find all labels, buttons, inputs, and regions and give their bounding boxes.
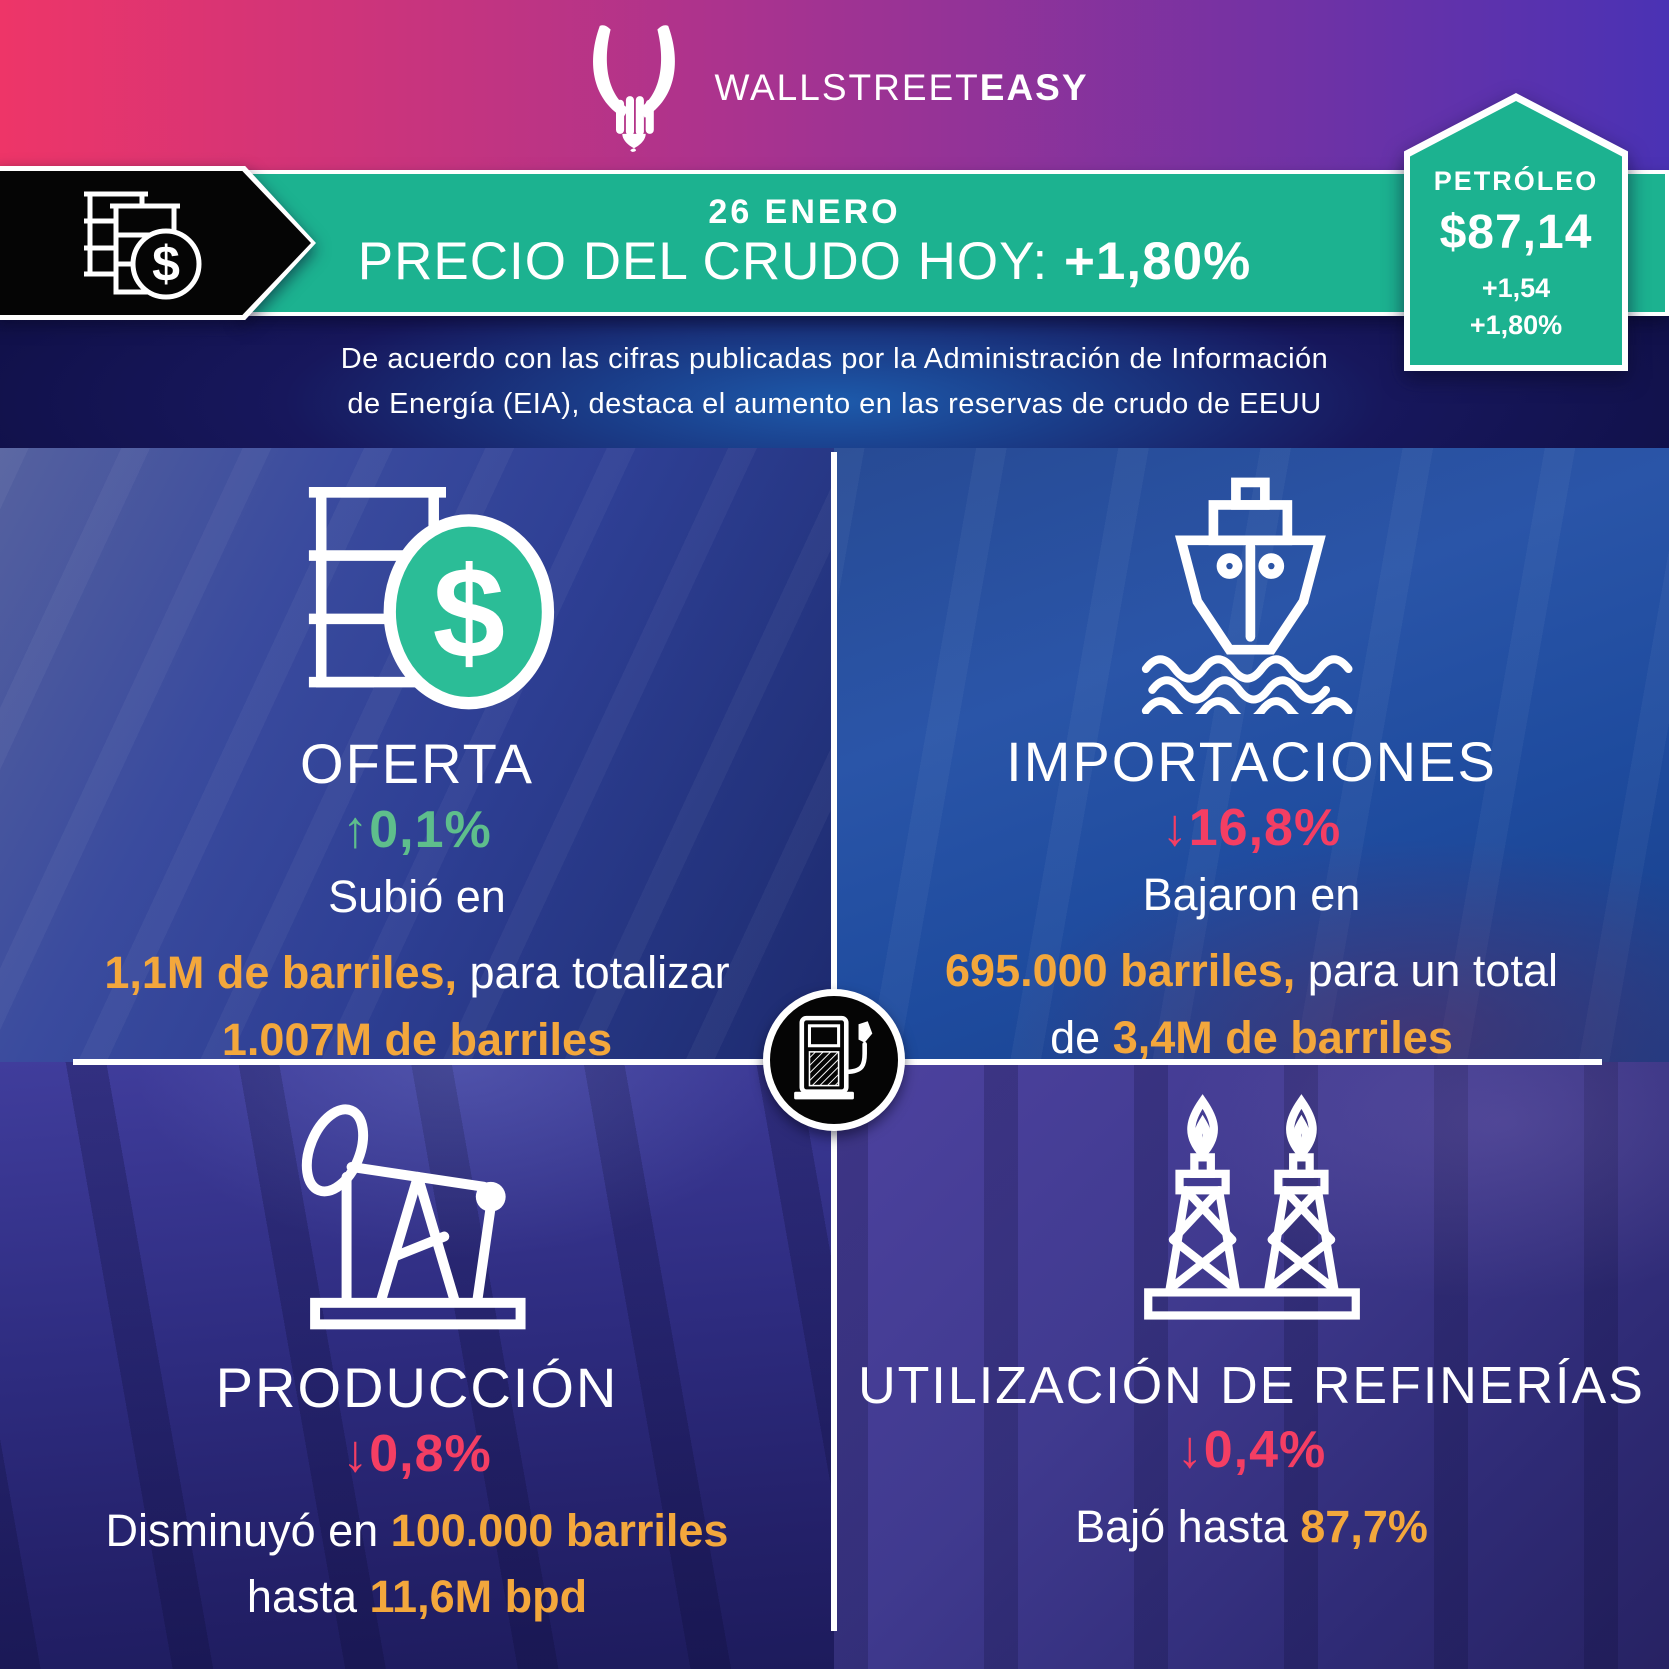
petroleo-ticker: PETRÓLEO $87,14 +1,54 +1,80% — [1404, 93, 1628, 371]
produccion-line2-pre: hasta — [246, 1571, 370, 1623]
stats-grid: $ OFERTA ↑0,1% Subió en 1,1M de barriles… — [0, 448, 1669, 1669]
importaciones-title: IMPORTACIONES — [1006, 730, 1497, 793]
refinerias-title: UTILIZACIÓN DE REFINERÍAS — [858, 1357, 1645, 1415]
intro-line1: De acuerdo con las cifras publicadas por… — [340, 343, 1329, 376]
brand-name-light: WALLSTREET — [714, 67, 980, 108]
banner-headline-pct: +1,80% — [1063, 232, 1252, 292]
down-arrow-icon: ↓ — [342, 1424, 370, 1483]
brand-name-bold: EASY — [979, 67, 1089, 108]
importaciones-line2-rest: para un total — [1295, 945, 1558, 997]
oil-barrels-dollar-icon: $ — [60, 182, 210, 305]
importaciones-change: ↓16,8% — [1162, 798, 1341, 858]
oferta-pct-value: 0,1% — [369, 800, 492, 859]
produccion-change: ↓0,8% — [342, 1424, 492, 1484]
refinerias-change: ↓0,4% — [1177, 1420, 1327, 1480]
importaciones-line3-bold: 3,4M de barriles — [1112, 1011, 1453, 1062]
refinerias-pct-value: 0,4% — [1203, 1420, 1327, 1479]
oferta-change: ↑0,1% — [342, 800, 492, 860]
brand-name: WALLSTREETEASY — [714, 67, 1088, 109]
oferta-line2: 1,1M de barriles, para totalizar — [104, 944, 729, 1003]
header: WALLSTREETEASY — [0, 0, 1669, 170]
refinerias-line1: Bajó hasta 87,7% — [1075, 1498, 1428, 1557]
oferta-title: OFERTA — [300, 732, 534, 795]
produccion-line2: hasta 11,6M bpd — [247, 1568, 587, 1627]
intro-section: De acuerdo con las cifras publicadas por… — [0, 316, 1669, 448]
svg-text:$: $ — [152, 236, 180, 292]
importaciones-line3: de 3,4M de barriles — [1050, 1009, 1453, 1062]
importaciones-line2: 695.000 barriles, para un total — [945, 942, 1558, 1001]
svg-text:$: $ — [433, 540, 505, 686]
importaciones-line1: Bajaron en — [1142, 868, 1361, 920]
fuel-pump-medallion — [763, 989, 905, 1131]
produccion-pct-value: 0,8% — [369, 1424, 492, 1483]
oil-barrel-dollar-icon: $ — [272, 476, 562, 721]
banner-headline: PRECIO DEL CRUDO HOY: +1,80% — [358, 232, 1251, 293]
importaciones-line3-pre: de — [1050, 1011, 1113, 1062]
ticker-change-pct: +1,80% — [1469, 309, 1563, 340]
quadrant-importaciones: IMPORTACIONES ↓16,8% Bajaron en 695.000 … — [834, 448, 1669, 1062]
banner-headline-text: PRECIO DEL CRUDO HOY: — [357, 232, 1064, 292]
ticker-body: PETRÓLEO $87,14 +1,54 +1,80% — [1410, 101, 1622, 365]
bull-icon — [580, 24, 688, 152]
banner-date: 26 ENERO — [708, 192, 901, 231]
oferta-line3-bold: 1.007M de barriles — [221, 1013, 613, 1062]
produccion-line2-bold: 11,6M bpd — [369, 1571, 588, 1623]
pump-jack-icon — [272, 1090, 562, 1345]
fuel-pump-icon — [788, 1010, 880, 1111]
brand-logo: WALLSTREETEASY — [580, 24, 1088, 152]
importaciones-pct-value: 16,8% — [1188, 798, 1342, 857]
intro-text: De acuerdo con las cifras publicadas por… — [341, 337, 1329, 427]
refinerias-line1-bold: 87,7% — [1300, 1500, 1428, 1552]
ticker-change-abs: +1,54 — [1481, 273, 1551, 304]
refinery-flares-icon — [1112, 1090, 1392, 1345]
oferta-line1: Subió en — [328, 870, 506, 922]
produccion-line1-bold: 100.000 barriles — [390, 1504, 729, 1556]
produccion-title: PRODUCCIÓN — [215, 1356, 619, 1419]
oferta-line2-bold: 1,1M de barriles, — [104, 947, 458, 999]
produccion-line1: Disminuyó en 100.000 barriles — [106, 1502, 729, 1561]
down-arrow-icon: ↓ — [1161, 798, 1189, 857]
quadrant-refinerias: UTILIZACIÓN DE REFINERÍAS ↓0,4% Bajó has… — [834, 1062, 1669, 1669]
ticker-label: PETRÓLEO — [1433, 166, 1599, 197]
intro-line2: de Energía (EIA), destaca el aumento en … — [347, 388, 1322, 420]
oferta-line3: 1.007M de barriles — [222, 1011, 612, 1062]
tanker-ship-icon — [1122, 476, 1382, 725]
quadrant-oferta: $ OFERTA ↑0,1% Subió en 1,1M de barriles… — [0, 448, 834, 1062]
oil-badge: $ — [0, 166, 316, 320]
quadrant-produccion: PRODUCCIÓN ↓0,8% Disminuyó en 100.000 ba… — [0, 1062, 834, 1669]
oferta-line2-rest: para totalizar — [457, 947, 730, 999]
produccion-line1-pre: Disminuyó en — [105, 1504, 391, 1556]
up-arrow-icon: ↑ — [342, 800, 370, 859]
refinerias-line1-pre: Bajó hasta — [1075, 1500, 1301, 1552]
importaciones-line2-bold: 695.000 barriles, — [945, 945, 1296, 997]
ticker-price: $87,14 — [1439, 206, 1593, 260]
down-arrow-icon: ↓ — [1176, 1420, 1204, 1479]
oil-badge-body: $ — [0, 171, 311, 315]
